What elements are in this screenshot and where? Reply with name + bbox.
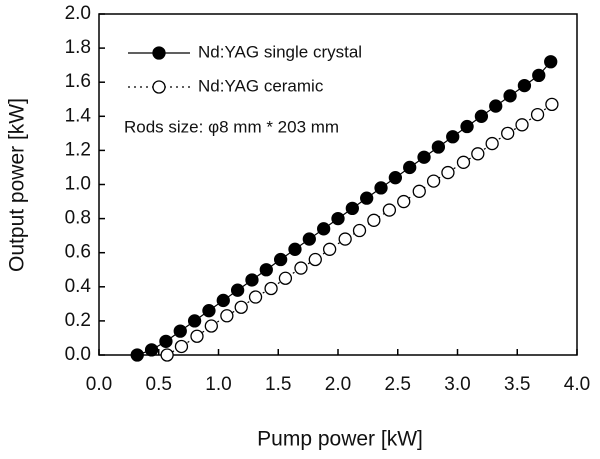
legend-marker bbox=[152, 46, 166, 60]
marker bbox=[160, 348, 174, 362]
marker bbox=[503, 89, 517, 103]
marker bbox=[264, 281, 278, 296]
marker bbox=[530, 107, 545, 122]
series-line bbox=[137, 61, 552, 356]
marker bbox=[474, 109, 489, 123]
marker bbox=[412, 184, 426, 198]
marker bbox=[388, 171, 403, 185]
y-tick-label: 0.8 bbox=[65, 208, 91, 229]
marker bbox=[544, 55, 558, 69]
marker bbox=[159, 334, 173, 349]
marker bbox=[460, 119, 474, 134]
y-tick-label: 1.2 bbox=[65, 139, 91, 160]
marker bbox=[517, 78, 532, 93]
y-tick-label: 2.0 bbox=[65, 3, 91, 24]
marker bbox=[338, 232, 352, 246]
marker bbox=[489, 99, 503, 113]
marker bbox=[278, 271, 293, 285]
marker bbox=[302, 232, 316, 246]
plot-frame bbox=[98, 13, 578, 356]
marker bbox=[545, 97, 559, 112]
marker bbox=[173, 324, 187, 338]
y-tick-label: 0.0 bbox=[65, 344, 91, 365]
marker bbox=[130, 348, 144, 362]
marker bbox=[456, 155, 471, 169]
x-tick-label: 1.0 bbox=[205, 374, 231, 395]
marker bbox=[190, 329, 204, 343]
x-tick-label: 2.5 bbox=[385, 374, 411, 395]
marker bbox=[417, 150, 431, 164]
marker bbox=[294, 261, 308, 275]
marker bbox=[515, 118, 529, 132]
y-tick-label: 1.0 bbox=[65, 174, 91, 195]
marker bbox=[259, 263, 273, 277]
marker bbox=[230, 283, 245, 297]
marker bbox=[426, 174, 441, 188]
x-axis-label: Pump power [kW] bbox=[257, 428, 423, 451]
y-tick-label: 1.4 bbox=[65, 105, 92, 126]
y-tick-label: 1.8 bbox=[65, 37, 91, 58]
marker bbox=[446, 130, 460, 144]
y-tick-label: 1.6 bbox=[65, 71, 91, 92]
marker bbox=[144, 343, 159, 357]
legend-label: Nd:YAG single crystal bbox=[198, 42, 362, 61]
marker bbox=[216, 293, 230, 308]
x-tick-label: 2.0 bbox=[325, 374, 351, 395]
marker bbox=[382, 203, 397, 217]
marker bbox=[174, 339, 189, 354]
marker bbox=[374, 181, 388, 195]
marker bbox=[187, 314, 202, 328]
marker bbox=[403, 160, 417, 175]
y-tick-label: 0.2 bbox=[65, 310, 91, 331]
x-tick-label: 0.5 bbox=[146, 374, 172, 395]
annotation: Rods size: φ8 mm * 203 mm bbox=[124, 117, 339, 136]
marker bbox=[345, 201, 359, 216]
marker bbox=[485, 136, 499, 151]
x-tick-label: 3.5 bbox=[504, 374, 530, 395]
marker bbox=[245, 273, 259, 287]
x-tick-label: 1.5 bbox=[265, 374, 291, 395]
x-tick-label: 4.0 bbox=[564, 374, 590, 395]
marker bbox=[322, 242, 337, 256]
y-axis-label: Output power [kW] bbox=[6, 98, 29, 272]
marker bbox=[234, 300, 248, 314]
marker bbox=[352, 223, 367, 238]
y-tick-label: 0.4 bbox=[65, 276, 92, 297]
marker bbox=[204, 319, 218, 333]
marker bbox=[273, 252, 288, 267]
legend-label: Nd:YAG ceramic bbox=[198, 76, 324, 95]
marker bbox=[360, 191, 374, 205]
marker bbox=[308, 252, 322, 267]
marker bbox=[441, 165, 455, 180]
marker bbox=[501, 126, 515, 141]
y-tick-label: 0.6 bbox=[65, 242, 91, 263]
marker bbox=[288, 242, 302, 256]
marker bbox=[202, 304, 216, 318]
x-tick-label: 3.0 bbox=[444, 374, 470, 395]
marker bbox=[431, 140, 446, 154]
x-tick-label: 0.0 bbox=[86, 374, 112, 395]
marker bbox=[248, 290, 263, 304]
marker bbox=[220, 309, 234, 323]
marker bbox=[367, 213, 381, 227]
marker bbox=[397, 194, 411, 209]
marker bbox=[471, 147, 485, 161]
legend-marker bbox=[152, 80, 166, 94]
marker bbox=[532, 68, 546, 83]
marker bbox=[331, 211, 345, 226]
marker bbox=[317, 222, 331, 236]
